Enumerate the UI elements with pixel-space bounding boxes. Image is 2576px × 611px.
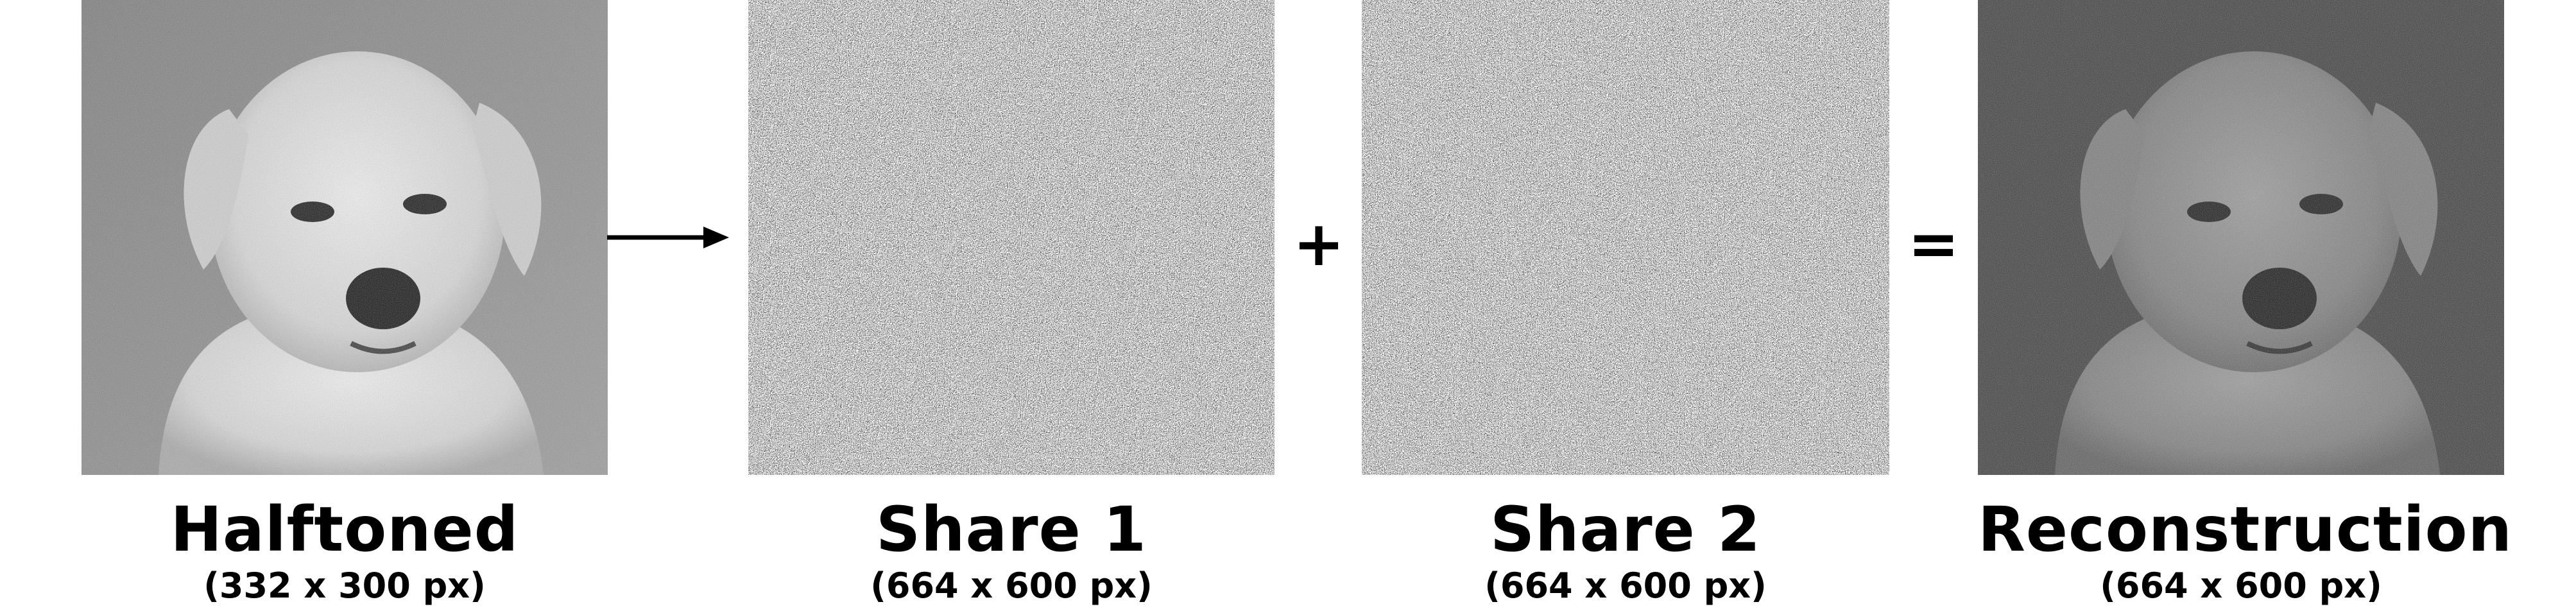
reconstruction-image — [1978, 0, 2504, 475]
share-1-image — [748, 0, 1275, 475]
caption-size: (664 x 600 px) — [1484, 565, 1767, 606]
share-2-image — [1362, 0, 1889, 475]
equals-operator: = — [1907, 208, 1960, 280]
caption-size: (332 x 300 px) — [203, 565, 486, 606]
caption-title: Halftoned — [170, 494, 519, 565]
caption-title: Share 2 — [1490, 494, 1761, 565]
caption-share-2: Share 2 (664 x 600 px) — [1362, 494, 1889, 607]
arrow-right-icon — [607, 227, 729, 248]
caption-reconstruction: Reconstruction (664 x 600 px) — [1978, 494, 2512, 607]
caption-title: Reconstruction — [1978, 494, 2512, 565]
plus-operator: + — [1292, 208, 1345, 280]
halftoned-image — [82, 0, 608, 475]
caption-halftoned: Halftoned (332 x 300 px) — [82, 494, 608, 607]
caption-title: Share 1 — [876, 494, 1147, 565]
caption-size: (664 x 600 px) — [870, 565, 1153, 606]
caption-size: (664 x 600 px) — [2100, 565, 2382, 606]
caption-share-1: Share 1 (664 x 600 px) — [748, 494, 1275, 607]
